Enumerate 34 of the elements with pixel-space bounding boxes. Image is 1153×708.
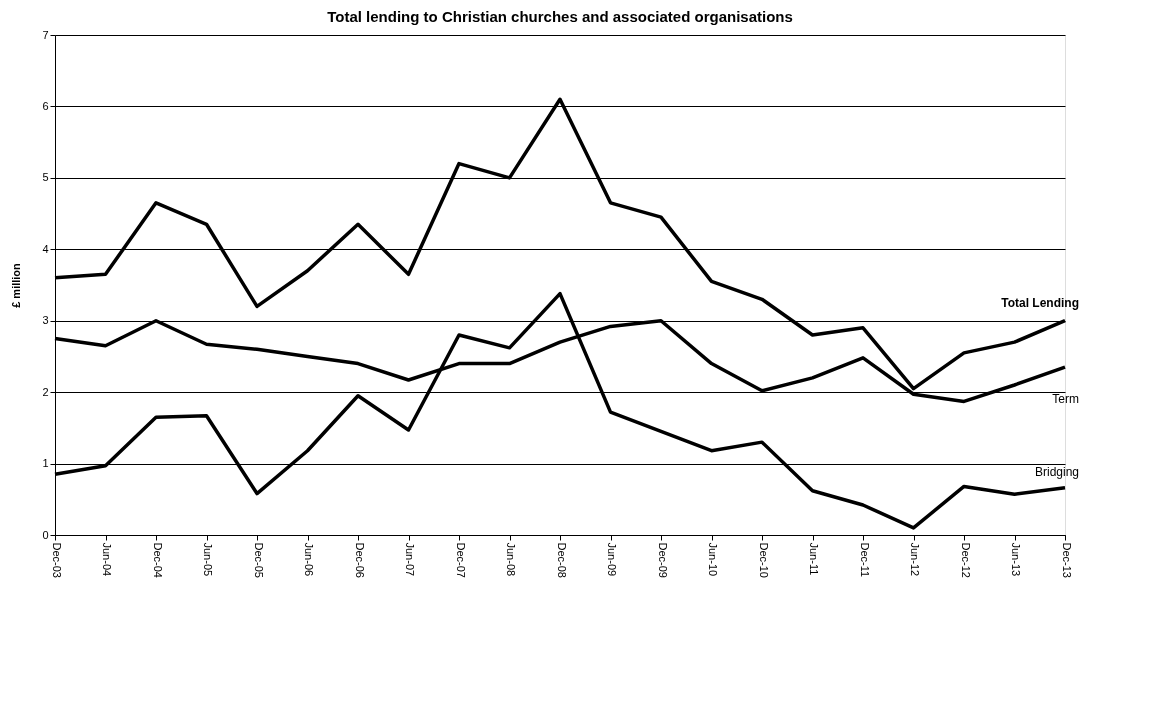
x-tick-label: Jun-05: [202, 542, 214, 577]
x-tick-label: Dec-06: [353, 542, 366, 578]
series-label: Term: [1052, 392, 1079, 407]
y-tick-label: 4: [42, 242, 49, 255]
series-label: Total Lending: [1001, 295, 1079, 310]
x-tick-label: Jun-09: [606, 542, 618, 577]
x-tick-label: Jun-13: [1010, 542, 1022, 577]
y-tick-label: 5: [42, 171, 49, 184]
y-tick-label: 6: [42, 99, 49, 112]
x-tick-label: Dec-05: [252, 542, 265, 578]
x-tick-label: Dec-03: [50, 542, 63, 578]
x-tick-label: Jun-11: [808, 542, 820, 576]
x-tick-label: Jun-06: [303, 542, 315, 577]
y-tick-label: 1: [42, 457, 49, 470]
x-tick-label: Dec-08: [555, 542, 568, 578]
x-tick-label: Dec-10: [757, 542, 770, 578]
x-tick-label: Dec-09: [656, 542, 669, 578]
x-tick-label: Jun-07: [404, 542, 416, 577]
y-tick-label: 2: [42, 385, 49, 398]
x-tick-label: Dec-07: [454, 542, 467, 578]
y-tick-label: 3: [42, 314, 49, 327]
y-axis-title: £ million: [10, 262, 23, 308]
y-tick-label: 0: [42, 528, 49, 541]
series-label: Bridging: [1034, 464, 1079, 479]
x-tick-label: Jun-04: [101, 542, 113, 577]
x-tick-label: Jun-10: [707, 542, 719, 577]
x-tick-label: Dec-13: [1060, 542, 1073, 578]
x-tick-label: Jun-08: [505, 542, 517, 577]
x-tick-label: Jun-12: [909, 542, 921, 577]
y-tick-label: 7: [42, 28, 49, 41]
chart-title: Total lending to Christian churches and associated organisations: [327, 8, 793, 25]
x-tick-label: Dec-11: [858, 542, 871, 578]
x-tick-label: Dec-04: [151, 542, 164, 578]
x-tick-label: Dec-12: [959, 542, 972, 578]
